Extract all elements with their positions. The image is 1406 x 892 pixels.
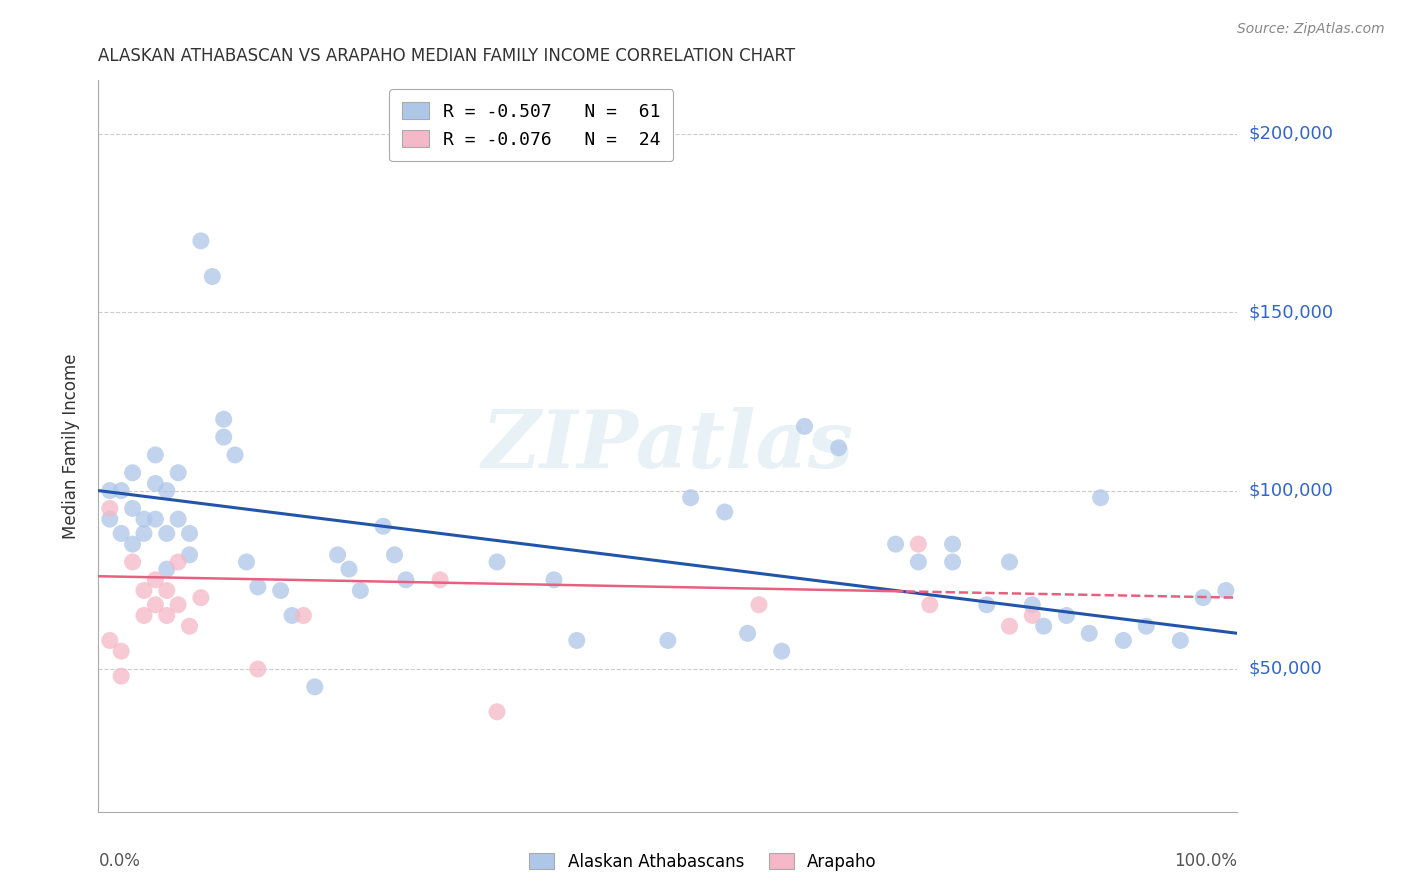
Point — [748, 598, 770, 612]
Point — [98, 501, 121, 516]
Point — [121, 537, 143, 551]
Text: 0.0%: 0.0% — [98, 852, 141, 870]
Point — [770, 644, 793, 658]
Point — [371, 519, 394, 533]
Point — [201, 269, 224, 284]
Point — [156, 526, 179, 541]
Point — [156, 483, 179, 498]
Legend: R = -0.507   N =  61, R = -0.076   N =  24: R = -0.507 N = 61, R = -0.076 N = 24 — [389, 89, 673, 161]
Text: ZIPatlas: ZIPatlas — [482, 408, 853, 484]
Point — [132, 608, 155, 623]
Point — [1032, 619, 1054, 633]
Point — [132, 512, 155, 526]
Point — [349, 583, 371, 598]
Point — [828, 441, 851, 455]
Point — [1021, 608, 1043, 623]
Point — [132, 583, 155, 598]
Point — [98, 483, 121, 498]
Point — [110, 644, 132, 658]
Point — [246, 662, 269, 676]
Point — [1192, 591, 1215, 605]
Point — [179, 619, 201, 633]
Point — [657, 633, 679, 648]
Point — [1112, 633, 1135, 648]
Point — [145, 512, 167, 526]
Point — [395, 573, 418, 587]
Point — [190, 591, 212, 605]
Point — [132, 526, 155, 541]
Point — [98, 512, 121, 526]
Point — [156, 608, 179, 623]
Point — [998, 619, 1021, 633]
Point — [246, 580, 269, 594]
Point — [1135, 619, 1157, 633]
Point — [179, 548, 201, 562]
Point — [167, 466, 190, 480]
Point — [543, 573, 565, 587]
Point — [235, 555, 257, 569]
Point — [884, 537, 907, 551]
Point — [110, 483, 132, 498]
Point — [486, 705, 509, 719]
Point — [1078, 626, 1101, 640]
Point — [384, 548, 406, 562]
Point — [212, 430, 235, 444]
Point — [1215, 583, 1237, 598]
Point — [942, 555, 965, 569]
Point — [281, 608, 304, 623]
Point — [145, 448, 167, 462]
Point — [1170, 633, 1192, 648]
Point — [429, 573, 451, 587]
Point — [167, 598, 190, 612]
Point — [121, 501, 143, 516]
Point — [110, 669, 132, 683]
Point — [121, 466, 143, 480]
Text: ALASKAN ATHABASCAN VS ARAPAHO MEDIAN FAMILY INCOME CORRELATION CHART: ALASKAN ATHABASCAN VS ARAPAHO MEDIAN FAM… — [98, 47, 796, 65]
Point — [907, 537, 929, 551]
Point — [98, 633, 121, 648]
Point — [179, 526, 201, 541]
Point — [1090, 491, 1112, 505]
Point — [270, 583, 292, 598]
Point — [942, 537, 965, 551]
Point — [145, 598, 167, 612]
Point — [304, 680, 326, 694]
Point — [224, 448, 246, 462]
Point — [565, 633, 588, 648]
Point — [156, 562, 179, 576]
Text: $200,000: $200,000 — [1249, 125, 1333, 143]
Point — [167, 555, 190, 569]
Text: Source: ZipAtlas.com: Source: ZipAtlas.com — [1237, 22, 1385, 37]
Point — [326, 548, 349, 562]
Point — [1054, 608, 1078, 623]
Point — [145, 476, 167, 491]
Point — [110, 526, 132, 541]
Text: $150,000: $150,000 — [1249, 303, 1333, 321]
Point — [1021, 598, 1043, 612]
Text: $100,000: $100,000 — [1249, 482, 1333, 500]
Point — [156, 583, 179, 598]
Text: $50,000: $50,000 — [1249, 660, 1322, 678]
Point — [212, 412, 235, 426]
Point — [737, 626, 759, 640]
Legend: Alaskan Athabascans, Arapaho: Alaskan Athabascans, Arapaho — [520, 845, 886, 880]
Point — [190, 234, 212, 248]
Point — [292, 608, 315, 623]
Point — [121, 555, 143, 569]
Text: 100.0%: 100.0% — [1174, 852, 1237, 870]
Point — [167, 512, 190, 526]
Point — [998, 555, 1021, 569]
Point — [976, 598, 998, 612]
Point — [918, 598, 941, 612]
Point — [679, 491, 702, 505]
Point — [486, 555, 509, 569]
Y-axis label: Median Family Income: Median Family Income — [62, 353, 80, 539]
Point — [337, 562, 360, 576]
Point — [907, 555, 929, 569]
Point — [714, 505, 737, 519]
Point — [793, 419, 815, 434]
Point — [145, 573, 167, 587]
